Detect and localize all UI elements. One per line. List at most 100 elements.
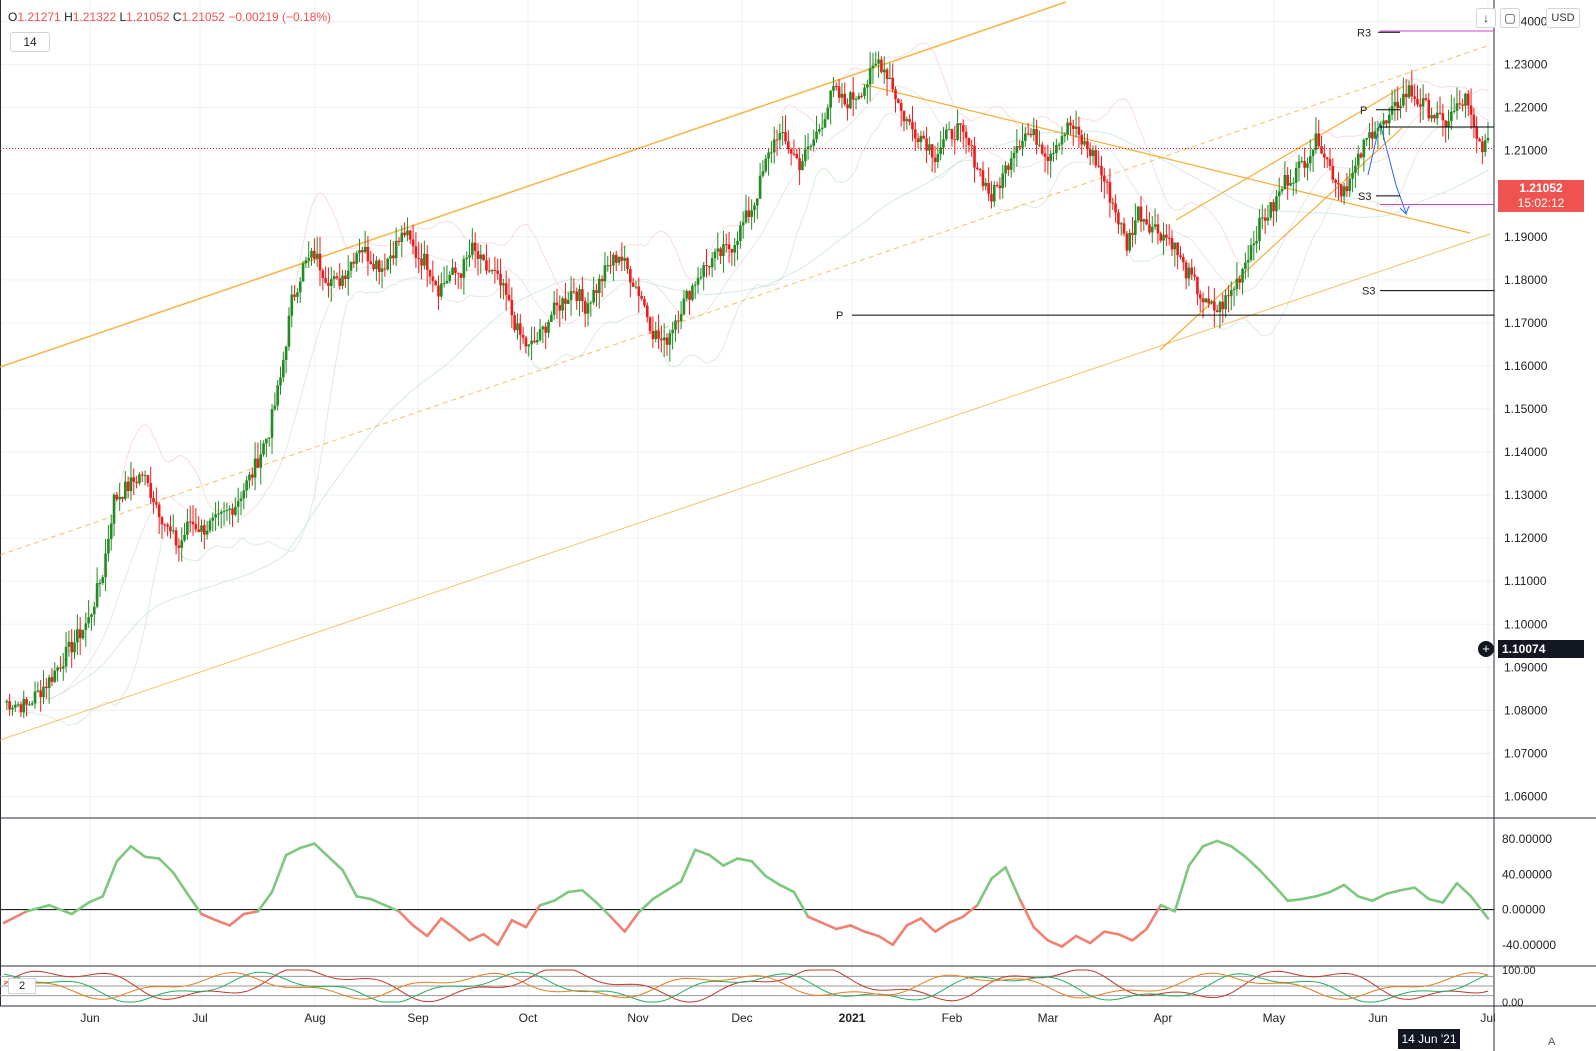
candle-body (877, 59, 880, 64)
candle-body (377, 260, 381, 272)
candle-body (445, 280, 449, 284)
candle-body (61, 666, 65, 669)
candle-body (871, 65, 875, 69)
high-value: 1.21322 (72, 10, 117, 24)
candle-body (366, 246, 370, 262)
candle-body (530, 340, 533, 345)
auto-scale-button[interactable]: A (1548, 1036, 1556, 1048)
candle-body (428, 269, 432, 277)
candle-body (1196, 276, 1199, 295)
candle-body (1461, 104, 1464, 106)
candle-body (81, 629, 85, 639)
candle-body (157, 504, 161, 518)
candle-body (1167, 237, 1171, 239)
candle-body (688, 291, 691, 300)
pivot-levels: R3 P S3 S3 P (0, 27, 1494, 322)
candle-body (1193, 274, 1196, 277)
osc-segment (214, 918, 232, 927)
osc-segment (623, 910, 641, 933)
plus-icon[interactable]: + (1478, 641, 1494, 657)
candle-body (1241, 268, 1244, 283)
osc-segment (425, 917, 443, 938)
candle-body (1173, 242, 1177, 250)
candle-body (736, 240, 739, 246)
candle-body (1009, 158, 1013, 170)
candle-body (11, 707, 14, 710)
candle-body (772, 139, 776, 153)
candle-body (600, 278, 604, 282)
osc-segment (820, 921, 838, 931)
candle-body (654, 330, 658, 340)
interval-selector[interactable]: 14 (10, 32, 50, 52)
osc-segment (298, 842, 316, 850)
candle-body (662, 337, 666, 341)
fullscreen-icon[interactable]: ▢ (1500, 8, 1520, 28)
candle-body (482, 254, 485, 261)
time-axis[interactable]: Jun Jul Aug Sep Oct Nov Dec 2021 Feb Mar Apr May Jun… (80, 1011, 1495, 1025)
osc-segment (397, 910, 415, 927)
osc-tick-label: 40.00000 (1502, 867, 1552, 881)
candle-body (448, 274, 452, 281)
candle-body (219, 511, 223, 514)
candle-body (1069, 122, 1072, 126)
candle-body (1320, 146, 1323, 154)
price-axis[interactable]: 1.240001.230001.220001.210001.200001.190… (1502, 15, 1556, 1009)
candle-body (648, 317, 652, 332)
candle-body (1382, 120, 1385, 125)
osc-segment (284, 846, 302, 857)
candle-body (976, 167, 979, 170)
candle-body (471, 242, 474, 256)
candle-body (1435, 112, 1439, 119)
indicator-2-label[interactable]: 2 (8, 978, 36, 994)
candle-body (778, 133, 782, 140)
candle-body (188, 521, 192, 523)
candle-body (234, 506, 237, 515)
candle-body (197, 529, 200, 532)
candle-body (1148, 224, 1151, 233)
candle-body (270, 409, 274, 438)
osc-segment (1159, 903, 1177, 913)
candle-body (1396, 101, 1400, 108)
candle-body (132, 477, 136, 482)
candle-body (239, 498, 243, 502)
candle-body (386, 258, 389, 270)
candle-body (1150, 226, 1154, 233)
candle-body (304, 260, 308, 264)
candle-body (349, 261, 353, 271)
osc-segment (1215, 839, 1233, 848)
osc-segment (933, 921, 951, 933)
candle-body (231, 508, 234, 515)
projection-arrow-line (1367, 122, 1407, 214)
candle-body (775, 139, 779, 141)
osc-segment (1032, 925, 1050, 942)
ind2-line-orange (3, 972, 1489, 1000)
candle-body (685, 291, 689, 299)
candle-body (109, 523, 113, 539)
candle-body (1060, 136, 1064, 145)
candle-body (1184, 262, 1188, 279)
arrow-down-icon[interactable]: ↓ (1476, 8, 1496, 28)
osc-segment (581, 888, 598, 904)
candle-body (1066, 122, 1069, 135)
candle-body (764, 158, 768, 172)
candle-body (1134, 220, 1137, 236)
candle-body (891, 77, 895, 90)
candle-body (253, 458, 257, 478)
candle-body (95, 583, 99, 607)
currency-label[interactable]: USD (1546, 8, 1580, 28)
candle-body (592, 290, 595, 303)
candle-body (420, 258, 423, 266)
candle-body (152, 497, 155, 503)
candle-body (905, 119, 909, 122)
candle-body (1311, 149, 1315, 157)
candle-body (623, 257, 626, 261)
candle-body (1170, 238, 1174, 250)
candle-body (597, 278, 601, 294)
candle-body (990, 193, 993, 202)
rising-wedge-lower-line (1159, 127, 1403, 351)
candle-body (547, 321, 550, 333)
indicator-2-panel (0, 969, 1494, 1003)
osc-segment (411, 924, 429, 938)
candle-body (228, 508, 232, 510)
